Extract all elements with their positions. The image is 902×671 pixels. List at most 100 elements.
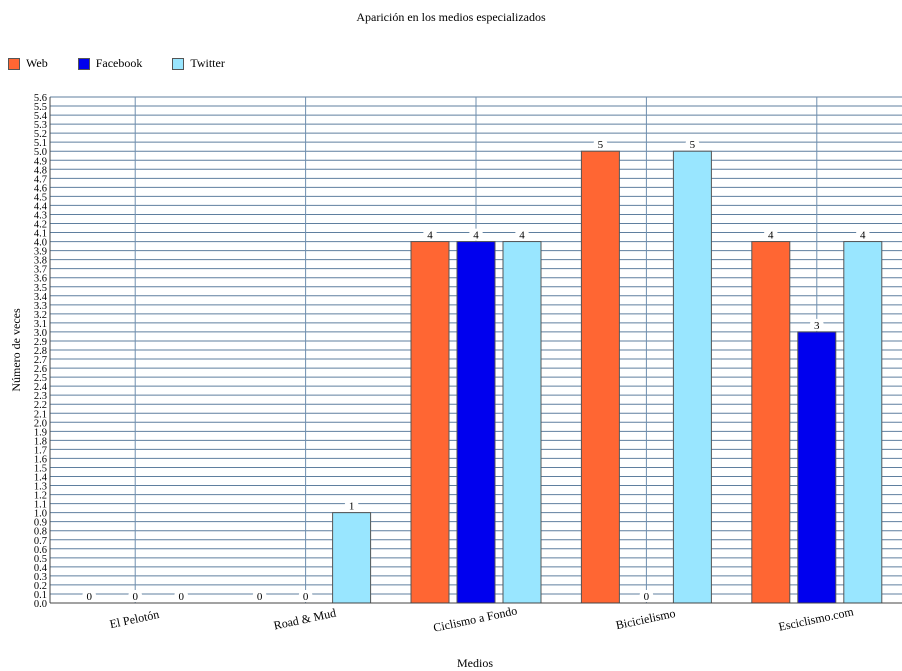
legend-swatch-facebook	[77, 57, 90, 70]
y-tick-label: 3.3	[34, 301, 47, 312]
y-tick-label: 4.4	[34, 201, 48, 212]
data-label-bg	[174, 590, 189, 602]
y-tick-label: 3.1	[34, 319, 47, 330]
y-tick-label: 5.6	[34, 93, 47, 104]
data-label: 4	[768, 230, 774, 242]
x-tick-label: Esciclismo.com	[777, 604, 855, 634]
bar[interactable]	[332, 512, 372, 604]
legend-label-twitter: Twitter	[190, 56, 225, 70]
data-label: 0	[132, 591, 138, 603]
legend-swatch-web	[8, 57, 20, 70]
y-tick-label: 0.6	[34, 545, 47, 556]
y-tick-label: 5.4	[34, 111, 48, 122]
data-label: 4	[519, 230, 525, 242]
y-tick-label: 1.2	[34, 491, 47, 502]
bar[interactable]	[843, 241, 883, 604]
data-label-bg	[809, 318, 824, 331]
y-tick-label: 1.8	[34, 436, 47, 447]
y-tick-label: 3.4	[34, 292, 48, 303]
data-labels: 0 0 0 0 0 1 4 4 4 5 0 5 4 3 4	[82, 138, 870, 603]
data-label-bg	[515, 228, 529, 241]
y-tick-label: 0.1	[34, 590, 47, 601]
y-tick-label: 5.2	[34, 129, 47, 140]
y-tick-label: 5.3	[34, 120, 47, 131]
legend-item-twitter[interactable]: Twitter	[172, 56, 225, 71]
legend-item-web[interactable]: Web	[8, 56, 48, 71]
y-tick-label: 2.6	[34, 364, 47, 375]
data-label-bg	[763, 228, 778, 241]
y-tick-label: 5.0	[34, 147, 47, 158]
y-tick-label: 4.5	[34, 192, 47, 203]
y-tick-label: 0.7	[34, 536, 47, 547]
y-tick-label: 3.6	[34, 274, 47, 285]
y-axis-title: Número de veces	[9, 308, 23, 392]
y-tick-label: 3.5	[34, 283, 47, 294]
y-tick-label: 2.2	[34, 400, 47, 411]
data-label-bg	[344, 499, 359, 512]
y-tick-label: 1.6	[34, 454, 47, 465]
y-tick-label: 0.9	[34, 518, 47, 529]
chart-title: Aparición en los medios especializados	[356, 10, 546, 24]
data-label: 0	[178, 591, 184, 603]
y-tick-label: 4.6	[34, 183, 47, 194]
y-tick-label: 2.5	[34, 373, 47, 384]
data-label: 5	[690, 139, 696, 151]
bar[interactable]	[751, 241, 791, 604]
x-axis-title: Medios	[457, 656, 493, 670]
y-tick-label: 3.2	[34, 310, 47, 321]
y-tick-label: 0.3	[34, 572, 47, 583]
y-tick-label: 4.0	[34, 238, 47, 249]
data-label-bg	[855, 228, 870, 241]
data-label: 3	[814, 320, 820, 332]
bar[interactable]	[456, 241, 496, 604]
y-tick-label: 3.8	[34, 256, 47, 267]
data-label: 4	[860, 230, 866, 242]
y-tick-label: 1.5	[34, 463, 47, 474]
x-tick-label: Ciclismo a Fondo	[432, 603, 518, 634]
bars	[332, 150, 883, 604]
y-tick-label: 2.0	[34, 418, 47, 429]
x-tick-label: Bicicielismo	[614, 606, 676, 632]
y-tick-label: 4.9	[34, 156, 47, 167]
data-label-bg	[593, 138, 608, 151]
data-label-bg	[252, 590, 267, 602]
x-tick-label: Road & Mud	[272, 606, 337, 633]
y-tick-label: 1.1	[34, 500, 47, 511]
data-label-bg	[639, 590, 654, 602]
bar[interactable]	[797, 331, 837, 604]
bar[interactable]	[502, 241, 542, 604]
y-tick-label: 1.4	[34, 473, 48, 484]
bar[interactable]	[410, 241, 450, 604]
legend-swatch-twitter	[172, 57, 185, 70]
y-tick-label: 5.5	[34, 102, 47, 113]
y-tick-label: 1.9	[34, 427, 47, 438]
data-label: 4	[427, 230, 433, 242]
data-label-bg	[82, 590, 97, 602]
y-tick-label: 0.4	[34, 563, 48, 574]
legend-item-facebook[interactable]: Facebook	[77, 56, 142, 71]
y-tick-label: 2.3	[34, 391, 47, 402]
y-tick-label: 1.3	[34, 482, 47, 493]
y-tick-label: 2.4	[34, 382, 48, 393]
data-label: 4	[473, 230, 479, 242]
y-tick-label: 0.5	[34, 554, 47, 565]
y-tick-label: 2.8	[34, 346, 47, 357]
data-label: 0	[86, 591, 92, 603]
data-label-bg	[128, 590, 143, 602]
y-tick-label: 3.0	[34, 328, 47, 339]
data-label: 5	[598, 139, 604, 151]
y-tick-label: 2.1	[34, 409, 47, 420]
data-label-bg	[469, 228, 483, 241]
y-tick-label: 4.1	[34, 229, 47, 240]
data-label: 1	[349, 501, 355, 513]
y-tick-label: 0.0	[34, 599, 47, 610]
data-label: 0	[303, 591, 309, 603]
data-label: 0	[644, 591, 650, 603]
data-label-bg	[685, 138, 700, 151]
legend-label-web: Web	[26, 56, 48, 70]
y-tick-label: 4.3	[34, 210, 47, 221]
bar[interactable]	[672, 150, 712, 604]
y-tick-label: 5.1	[34, 138, 47, 149]
bar[interactable]	[580, 150, 620, 604]
